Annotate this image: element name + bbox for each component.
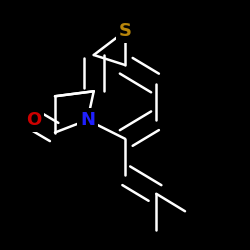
Text: O: O (26, 111, 42, 129)
Text: S: S (118, 22, 132, 40)
Text: N: N (80, 111, 95, 129)
